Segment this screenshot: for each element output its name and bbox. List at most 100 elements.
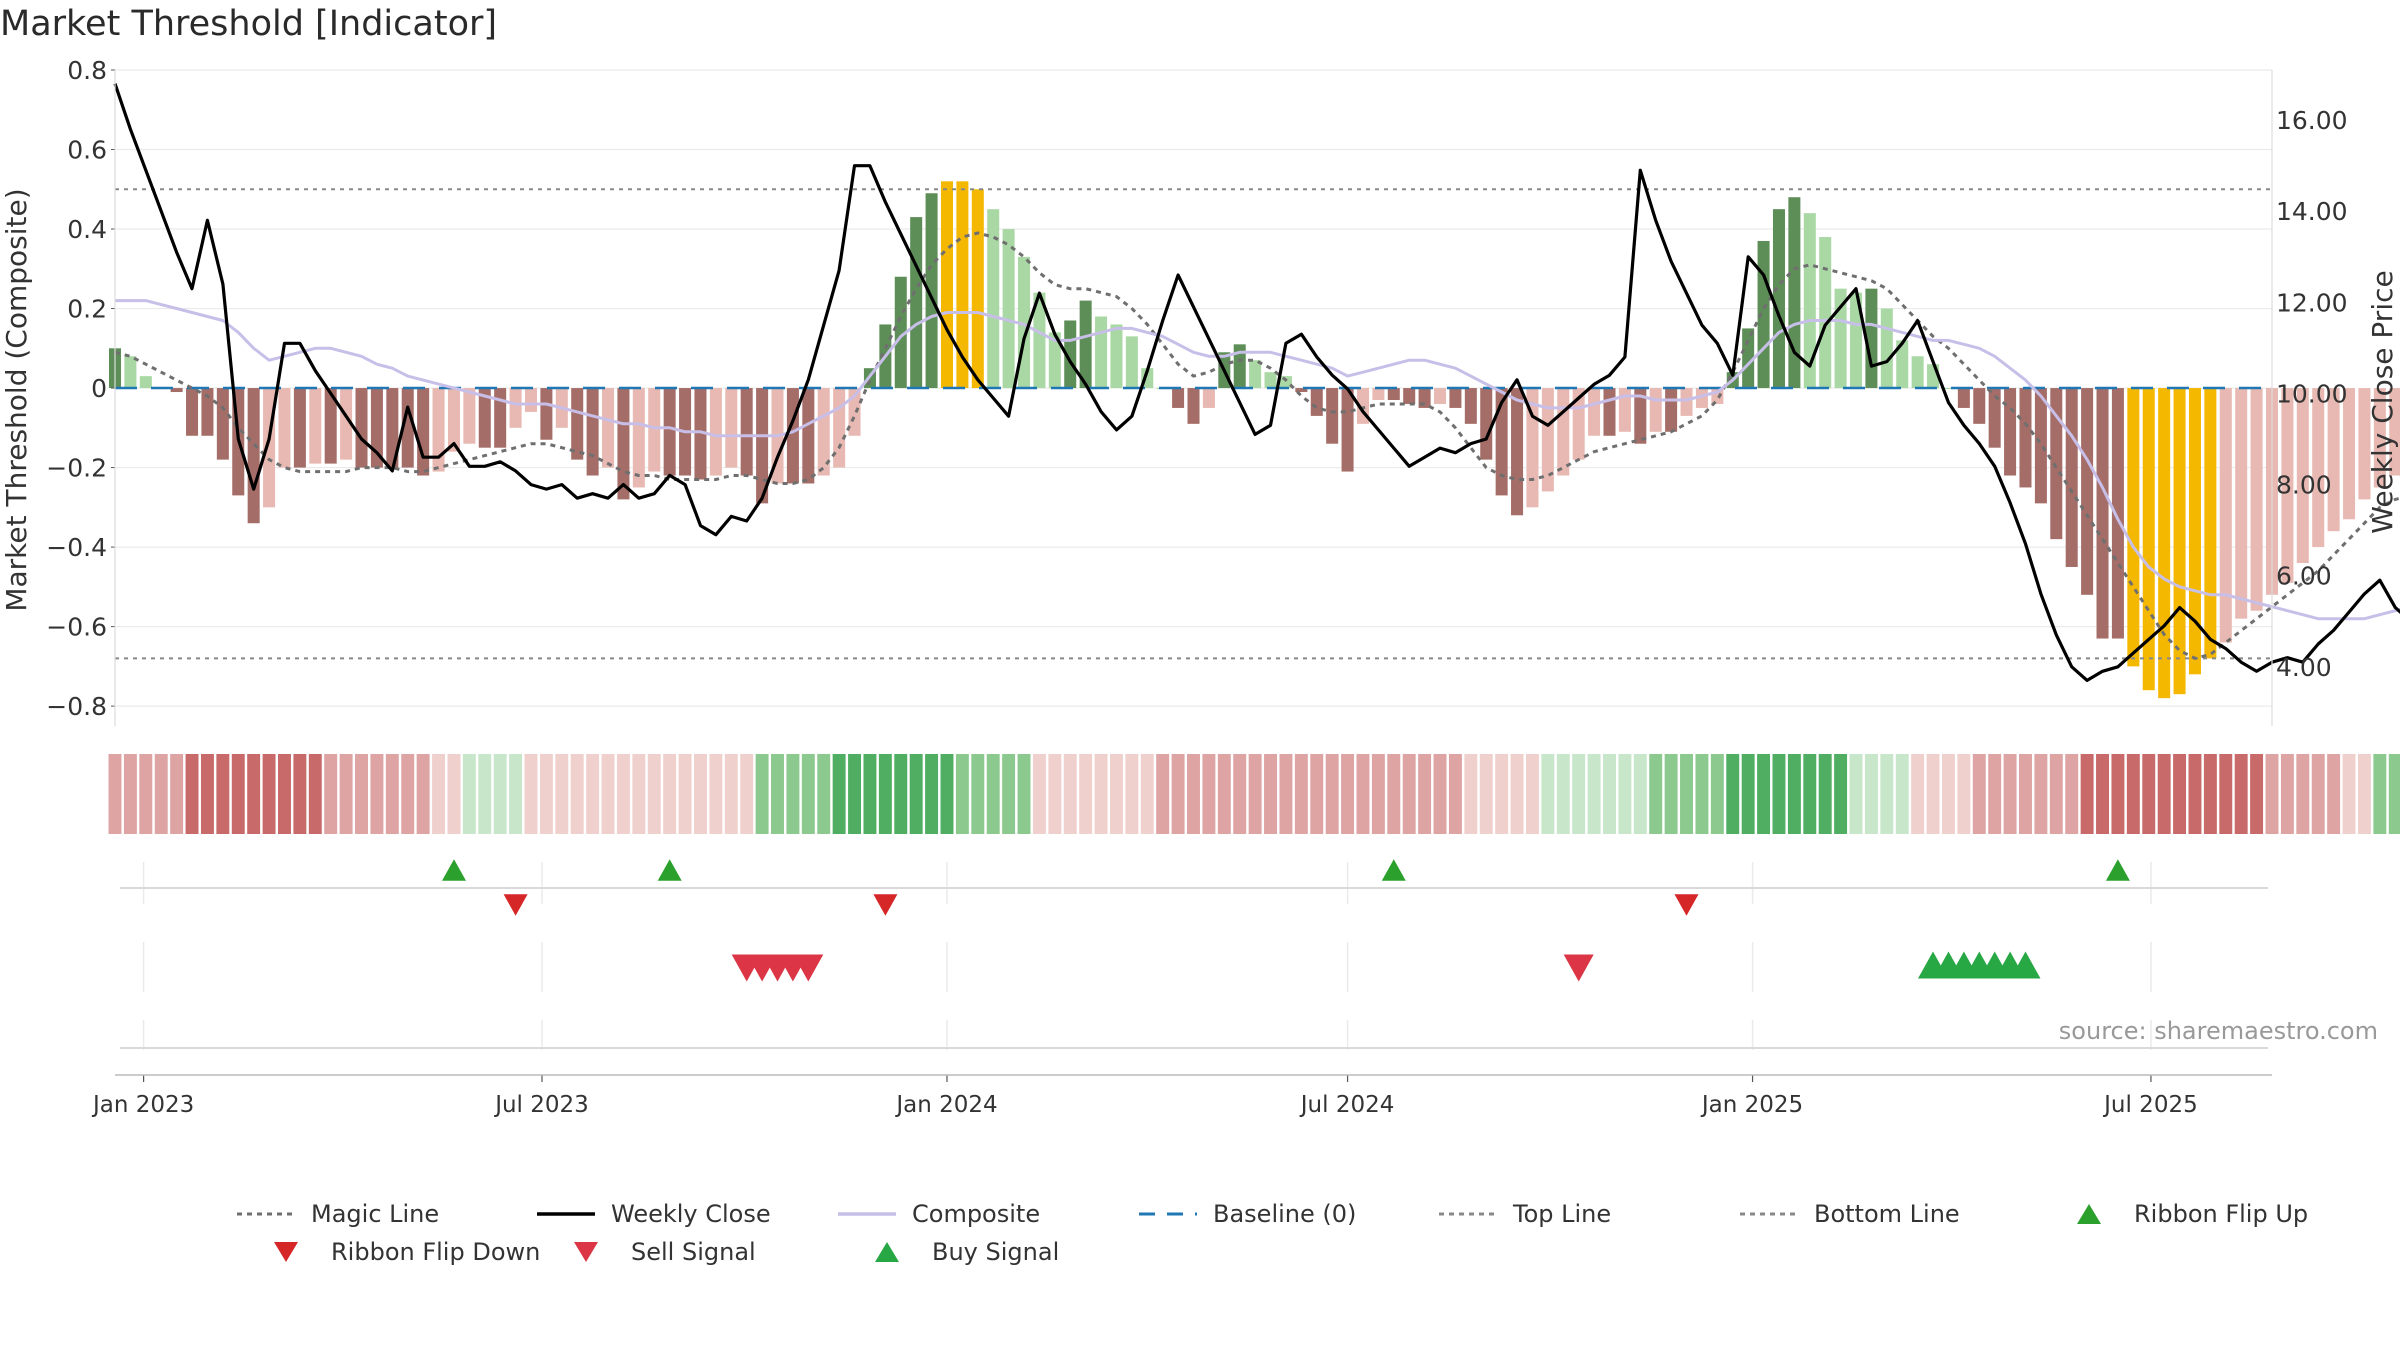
ribbon-cell [1541, 754, 1555, 834]
ribbon-cell [1032, 754, 1046, 834]
y2-tick-label: 6.00 [2276, 562, 2332, 591]
composite-bar [1295, 388, 1308, 393]
composite-bar [2373, 388, 2386, 488]
bars-layer [108, 181, 2400, 699]
ribbon-cell [1325, 754, 1339, 834]
composite-bar [1880, 308, 1893, 389]
buy-signal-marker [2010, 951, 2041, 979]
ribbon-cell [1479, 754, 1493, 834]
ribbon-cell [2265, 754, 2279, 834]
composite-bar [940, 181, 953, 389]
ribbon-cell [1525, 754, 1539, 834]
ribbon-cell [262, 754, 276, 834]
composite-bar [617, 388, 630, 500]
ribbon-cell [200, 754, 214, 834]
ribbon-cell [1341, 754, 1355, 834]
legend-label: Composite [912, 1200, 1041, 1228]
legend-label: Bottom Line [1814, 1200, 1960, 1228]
y-tick-label: −0.4 [46, 533, 107, 562]
composite-bar [1172, 388, 1185, 408]
ribbon-cell [1849, 754, 1863, 834]
composite-bar [1603, 388, 1616, 436]
ribbon-cell [1017, 754, 1031, 834]
ribbon-cell [632, 754, 646, 834]
composite-bar [1464, 388, 1477, 424]
composite-bar [2204, 388, 2217, 659]
ribbon-cell [1418, 754, 1432, 834]
x-tick-label: Jul 2023 [493, 1092, 589, 1118]
ribbon-cell [1495, 754, 1509, 834]
composite-bar [910, 217, 923, 389]
composite-bar [1865, 288, 1878, 389]
ribbon-cell [709, 754, 723, 834]
y-tick-label: 0.6 [67, 136, 107, 165]
composite-bar [2358, 388, 2371, 500]
composite-bar [1665, 388, 1678, 432]
x-tick-label: Jul 2024 [1299, 1092, 1395, 1118]
composite-bar [216, 388, 229, 460]
ribbon-cell [539, 754, 553, 834]
ribbon-cell [1433, 754, 1447, 834]
ribbon-cell [2219, 754, 2233, 834]
composite-bar [987, 209, 1000, 389]
ribbon-cell [1464, 754, 1478, 834]
composite-bar [1310, 388, 1323, 416]
composite-bar [1449, 388, 1462, 408]
ribbon-cell [170, 754, 184, 834]
composite-bar [725, 388, 738, 468]
ribbon-cell [555, 754, 569, 834]
ribbon-cell [1710, 754, 1724, 834]
magic-line-series [114, 231, 2400, 660]
ribbon-cell [1941, 754, 1955, 834]
legend-label: Buy Signal [932, 1238, 1060, 1266]
ribbon-cell [2342, 754, 2356, 834]
ribbon-cell [1002, 754, 1016, 834]
legend-item: Sell Signal [555, 1238, 756, 1266]
ribbon-flip-up-marker [1381, 859, 1406, 881]
composite-bar [663, 388, 676, 476]
composite-series [115, 299, 2400, 621]
ribbon-cell [832, 754, 846, 834]
composite-bar [833, 388, 846, 468]
composite-bar [2327, 388, 2340, 532]
ribbon-cell [694, 754, 707, 834]
ribbon-layer [108, 754, 2400, 834]
ribbon-cell [925, 754, 939, 834]
ribbon-cell [1957, 754, 1971, 834]
composite-bar [2004, 388, 2017, 476]
ribbon-cell [401, 754, 415, 834]
ribbon-cell [355, 754, 368, 834]
ribbon-cell [678, 754, 692, 834]
composite-bar [1541, 388, 1554, 492]
legend-symbol-icon [535, 1202, 597, 1226]
ribbon-cell [139, 754, 153, 834]
composite-bar [247, 388, 260, 524]
ribbon-cell [817, 754, 831, 834]
ribbon-cell [1895, 754, 1909, 834]
ribbon-cell [231, 754, 245, 834]
composite-bar [139, 376, 152, 389]
y2-tick-label: 10.00 [2276, 379, 2348, 408]
legend-symbol-icon [1437, 1202, 1499, 1226]
ribbon-cell [462, 754, 476, 834]
ribbon-cell [1864, 754, 1878, 834]
x-tick-label: Jan 2025 [1700, 1092, 1803, 1118]
ribbon-cell [108, 754, 122, 834]
legend-symbol-icon [856, 1240, 918, 1264]
composite-bar [1634, 388, 1647, 444]
ribbon-cell [123, 754, 137, 834]
legend-item: Ribbon Flip Down [255, 1238, 540, 1266]
ribbon-cell [2126, 754, 2140, 834]
composite-bar [324, 388, 337, 464]
composite-bar [463, 388, 476, 444]
ribbon-cell [1510, 754, 1524, 834]
ribbon-cell [786, 754, 800, 834]
ribbon-cell [586, 754, 600, 834]
y2-axis-label: Weekly Close Price [2366, 270, 2399, 533]
composite-bar [2111, 388, 2124, 639]
ribbon-flip-up-marker [2105, 859, 2130, 881]
composite-bar [894, 276, 907, 389]
ribbon-cell [1603, 754, 1616, 834]
composite-bar [602, 388, 615, 468]
y-tick-label: 0 [91, 374, 107, 403]
